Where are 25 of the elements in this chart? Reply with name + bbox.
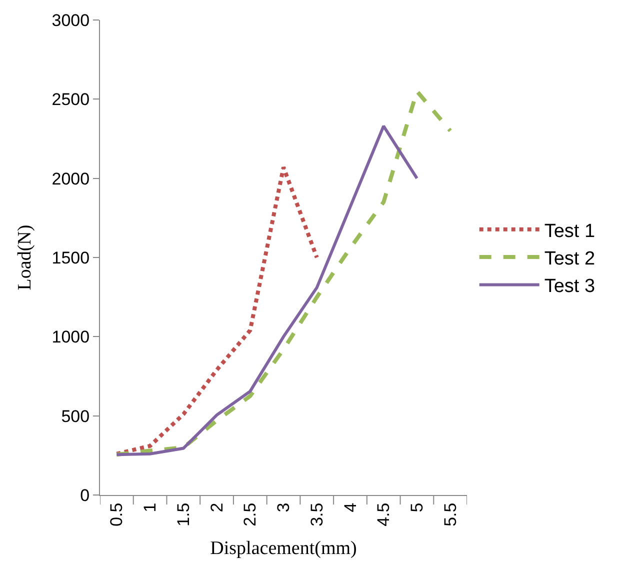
- y-tick-label: 500: [61, 406, 90, 426]
- x-tick-label: 3: [274, 502, 294, 512]
- y-tick-label: 3000: [52, 10, 90, 30]
- x-tick-label: 5: [407, 502, 426, 512]
- legend-label: Test 1: [544, 220, 596, 242]
- x-tick-label: 4.5: [374, 502, 394, 526]
- legend-label: Test 3: [544, 276, 596, 298]
- line-series: [115, 124, 418, 456]
- y-axis-title: Load(N): [14, 224, 36, 290]
- line-series: [114, 89, 452, 457]
- x-tick-label: 0.5: [107, 502, 126, 526]
- x-axis-title: Displacement(mm): [210, 538, 357, 560]
- y-tick-label: 2000: [52, 169, 90, 188]
- y-tick-label: 1500: [52, 248, 90, 268]
- x-tick-label: 2.5: [240, 502, 260, 526]
- legend-label: Test 2: [544, 248, 596, 270]
- x-tick-label: 4: [340, 502, 360, 512]
- y-tick-label: 2500: [52, 90, 90, 110]
- x-tick-label: 1: [140, 502, 160, 512]
- y-tick-label: 0: [80, 486, 90, 505]
- x-tick-label: 1.5: [174, 502, 193, 526]
- x-tick-label: 2: [207, 502, 226, 512]
- y-tick-label: 1000: [52, 328, 90, 347]
- x-tick-label: 5.5: [440, 502, 460, 526]
- x-tick-label: 3.5: [307, 502, 326, 526]
